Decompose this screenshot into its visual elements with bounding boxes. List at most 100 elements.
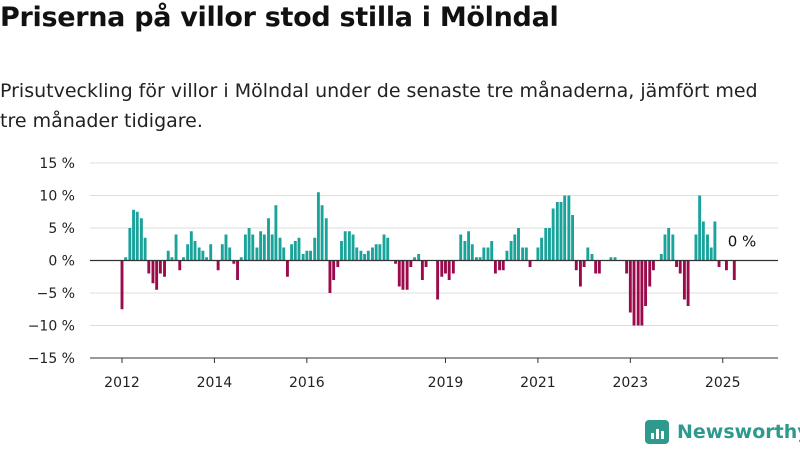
bar <box>336 260 340 267</box>
bar <box>374 244 378 261</box>
x-tick-label: 2023 <box>613 375 649 391</box>
x-tick-label: 2021 <box>520 375 556 391</box>
bar <box>243 234 247 261</box>
bar <box>521 247 525 261</box>
bar <box>170 257 174 261</box>
bar <box>343 231 347 261</box>
y-tick-label: 10 % <box>39 189 75 205</box>
bar <box>270 234 274 261</box>
bar <box>293 241 297 261</box>
bar <box>524 247 528 261</box>
bar <box>463 241 467 261</box>
bar <box>698 195 702 261</box>
bar <box>478 257 482 261</box>
bar <box>143 237 147 261</box>
bar <box>498 260 501 271</box>
bar <box>451 260 455 274</box>
bar <box>139 218 143 261</box>
bar <box>725 260 728 271</box>
bar <box>551 208 555 261</box>
bar <box>640 260 644 326</box>
bar <box>644 260 648 306</box>
bar <box>447 260 451 280</box>
bar <box>459 234 463 261</box>
bar <box>682 260 686 300</box>
bar <box>397 260 401 287</box>
bar <box>413 257 416 261</box>
bar <box>155 260 159 290</box>
bar <box>613 257 617 261</box>
bar <box>490 241 494 261</box>
newsworthy-logo: Newsworthy <box>645 420 800 444</box>
bar <box>663 234 667 261</box>
bar <box>255 247 259 261</box>
bar <box>717 260 721 267</box>
bar <box>151 260 155 284</box>
newsworthy-chart-icon <box>645 420 669 444</box>
bar <box>628 260 632 313</box>
y-tick-label: 15 % <box>39 156 75 172</box>
bar <box>135 211 139 261</box>
bar <box>467 231 471 261</box>
bar <box>366 250 370 261</box>
y-tick-label: 5 % <box>48 221 75 237</box>
bar <box>578 260 582 287</box>
bar <box>174 234 178 261</box>
x-tick-label: 2019 <box>428 375 464 391</box>
bar <box>563 195 567 261</box>
bar <box>405 260 409 290</box>
bar <box>590 254 594 261</box>
bar <box>251 234 255 261</box>
bar <box>505 250 509 261</box>
bar <box>305 250 309 261</box>
bar <box>166 250 170 261</box>
bar <box>544 228 548 261</box>
y-tick-label: −5 % <box>37 286 75 302</box>
bar <box>262 234 266 261</box>
x-tick-label: 2012 <box>104 375 140 391</box>
bar <box>540 237 544 261</box>
bar <box>359 250 363 261</box>
bar <box>671 234 675 261</box>
bar <box>574 260 578 271</box>
bar <box>559 202 563 261</box>
bar <box>332 260 336 280</box>
last-value-annotation: 0 % <box>728 233 757 251</box>
bar <box>409 260 413 267</box>
brand-name: Newsworthy <box>677 421 800 443</box>
bar <box>186 244 190 261</box>
bar <box>493 260 497 274</box>
bar <box>567 195 571 261</box>
bar <box>625 260 629 274</box>
x-tick-label: 2025 <box>705 375 741 391</box>
bar <box>378 244 382 261</box>
bar <box>147 260 151 274</box>
y-tick-label: −10 % <box>28 319 75 335</box>
bar <box>189 231 193 261</box>
bar <box>182 257 185 261</box>
bar <box>163 260 166 277</box>
bar <box>632 260 636 326</box>
bar <box>328 260 332 293</box>
bar <box>197 247 201 261</box>
bar <box>355 247 359 261</box>
bar <box>201 250 205 261</box>
bar <box>536 247 540 261</box>
bar <box>340 241 343 261</box>
bar <box>120 260 124 310</box>
bar <box>220 244 224 261</box>
bar <box>636 260 640 326</box>
x-tick-label: 2016 <box>289 375 325 391</box>
bar <box>347 231 351 261</box>
bar <box>709 247 713 261</box>
bar <box>124 257 128 261</box>
bar <box>193 241 197 261</box>
bar <box>571 215 575 261</box>
y-tick-label: 0 % <box>48 254 75 270</box>
bar <box>290 244 294 261</box>
bar <box>667 228 671 261</box>
bar <box>394 260 398 264</box>
bar <box>267 218 270 261</box>
bar <box>324 218 328 261</box>
